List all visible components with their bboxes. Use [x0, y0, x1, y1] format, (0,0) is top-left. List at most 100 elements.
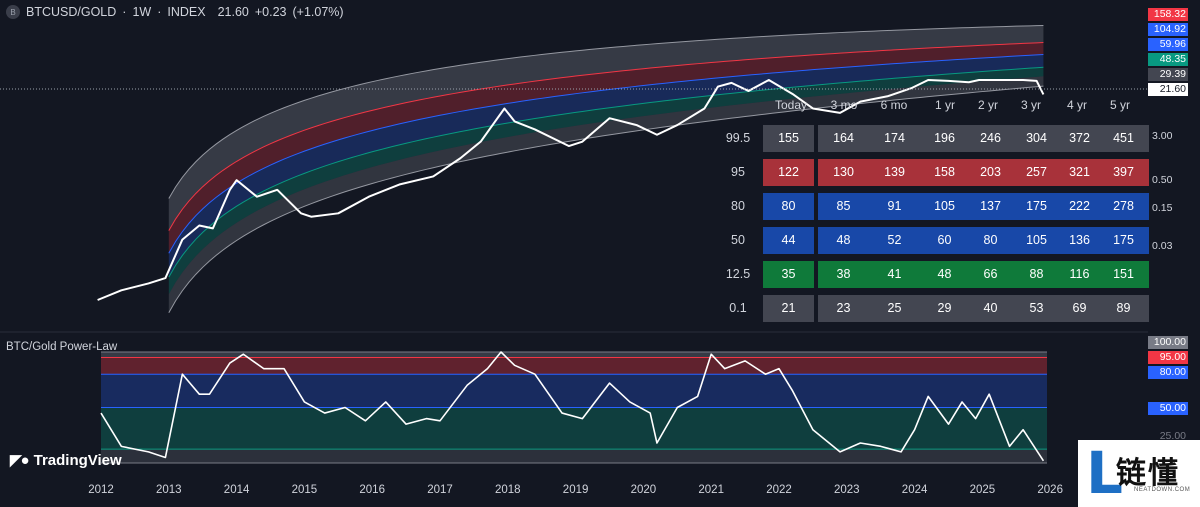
table-cell: 44	[763, 227, 814, 254]
table-cell: 222	[1054, 193, 1105, 220]
indicator-bands	[101, 351, 1047, 464]
axis-tick: 0.15	[1152, 202, 1173, 214]
power-law-lines	[168, 24, 1044, 313]
table-cell: 122	[763, 159, 814, 186]
x-axis-tick: 2020	[630, 484, 657, 496]
x-axis-tick: 2017	[427, 484, 453, 496]
x-axis-tick: 2026	[1037, 484, 1063, 496]
table-cell: 397	[1098, 159, 1149, 186]
table-cell: 25	[869, 295, 920, 322]
watermark-subtext: NEATDOWN.COM	[1134, 487, 1191, 493]
price-change: +0.23	[254, 5, 287, 19]
table-cell: 105	[919, 193, 970, 220]
table-header: 3 mo	[830, 98, 858, 112]
table-cell: 48	[818, 227, 869, 254]
table-cell: 158	[919, 159, 970, 186]
table-cell: 38	[818, 261, 869, 288]
x-axis-tick: 2021	[698, 484, 724, 496]
table-row-label: 0.1	[729, 301, 747, 315]
price-label-current: 21.60	[1148, 83, 1188, 96]
tradingview-mark-icon: ◤●	[10, 452, 30, 469]
watermark-l-icon: L	[1086, 439, 1123, 507]
indicator-label-25: 25.00	[1159, 430, 1186, 442]
axis-tick: 0.50	[1152, 174, 1173, 186]
table-row-label: 80	[731, 199, 745, 213]
price-label-48: 48.35	[1148, 53, 1188, 66]
table-cell: 137	[965, 193, 1016, 220]
table-cell: 175	[1098, 227, 1149, 254]
indicator-label-100: 100.00	[1148, 336, 1188, 349]
separator-dot: ·	[157, 5, 162, 19]
tradingview-logo[interactable]: ◤● TradingView	[10, 451, 122, 470]
x-axis-tick: 2016	[359, 484, 385, 496]
table-cell: 35	[763, 261, 814, 288]
last-price: 21.60	[217, 5, 249, 19]
table-header: 5 yr	[1109, 98, 1130, 112]
symbol-name[interactable]: BTCUSD/GOLD	[26, 5, 117, 19]
table-cell: 52	[869, 227, 920, 254]
table-cell: 21	[763, 295, 814, 322]
watermark-text: 链懂	[1116, 456, 1180, 491]
x-axis-tick: 2015	[291, 484, 318, 496]
indicator-band	[101, 407, 1047, 450]
indicator-label-80: 80.00	[1148, 366, 1188, 379]
x-axis-tick: 2024	[901, 484, 928, 496]
indicator-label-95: 95.00	[1148, 351, 1188, 364]
interval-label[interactable]: 1W	[132, 5, 152, 19]
indicator-band	[101, 374, 1047, 408]
table-header: 2 yr	[977, 98, 998, 112]
table-row-label: 99.5	[725, 131, 751, 145]
table-cell: 451	[1098, 125, 1149, 152]
table-cell: 175	[1011, 193, 1062, 220]
table-cell: 80	[763, 193, 814, 220]
power-law-line	[168, 24, 1044, 199]
table-cell: 40	[965, 295, 1016, 322]
table-cell: 130	[818, 159, 869, 186]
table-cell: 174	[869, 125, 920, 152]
table-cell: 66	[965, 261, 1016, 288]
table-cell: 164	[818, 125, 869, 152]
axis-tick: 3.00	[1152, 130, 1173, 142]
power-law-line	[168, 42, 1044, 231]
x-axis-tick: 2023	[834, 484, 860, 496]
chart-header: B BTCUSD/GOLD · 1W · INDEX 21.60 +0.23 (…	[6, 5, 344, 19]
power-law-bands	[168, 25, 1044, 313]
indicator-band	[101, 352, 1047, 358]
x-axis-tick: 2025	[969, 484, 996, 496]
indicator-band	[101, 357, 1047, 375]
table-cell: 48	[919, 261, 970, 288]
price-label-104: 104.92	[1148, 23, 1188, 36]
table-cell: 105	[1011, 227, 1062, 254]
x-axis-tick: 2013	[156, 484, 182, 496]
indicator-title[interactable]: BTC/Gold Power-Law	[6, 341, 118, 353]
power-law-line	[168, 66, 1044, 278]
indicator-series-line	[100, 351, 1045, 462]
table-cell: 155	[763, 125, 814, 152]
table-cell: 257	[1011, 159, 1062, 186]
table-cell: 91	[869, 193, 920, 220]
x-axis-tick: 2019	[562, 484, 589, 496]
table-header: 3 yr	[1020, 98, 1041, 112]
table-cell: 136	[1054, 227, 1105, 254]
price-change-pct: (+1.07%)	[292, 5, 344, 19]
band-top	[168, 25, 1044, 231]
price-series-line	[97, 79, 1045, 301]
table-cell: 278	[1098, 193, 1149, 220]
table-header: Today	[774, 98, 808, 112]
table-cell: 85	[818, 193, 869, 220]
table-row-label: 50	[731, 233, 745, 247]
table-cell: 80	[965, 227, 1016, 254]
band-red	[168, 42, 1044, 254]
power-law-line	[168, 54, 1044, 254]
price-label-158: 158.32	[1148, 8, 1188, 21]
table-cell: 60	[919, 227, 970, 254]
table-cell: 139	[869, 159, 920, 186]
x-axis-tick: 2012	[88, 484, 114, 496]
table-cell: 116	[1054, 261, 1105, 288]
table-cell: 203	[965, 159, 1016, 186]
table-cell: 88	[1011, 261, 1062, 288]
x-axis-tick: 2022	[766, 484, 792, 496]
band-green	[168, 67, 1044, 295]
table-cell: 89	[1098, 295, 1149, 322]
table-cell: 246	[965, 125, 1016, 152]
